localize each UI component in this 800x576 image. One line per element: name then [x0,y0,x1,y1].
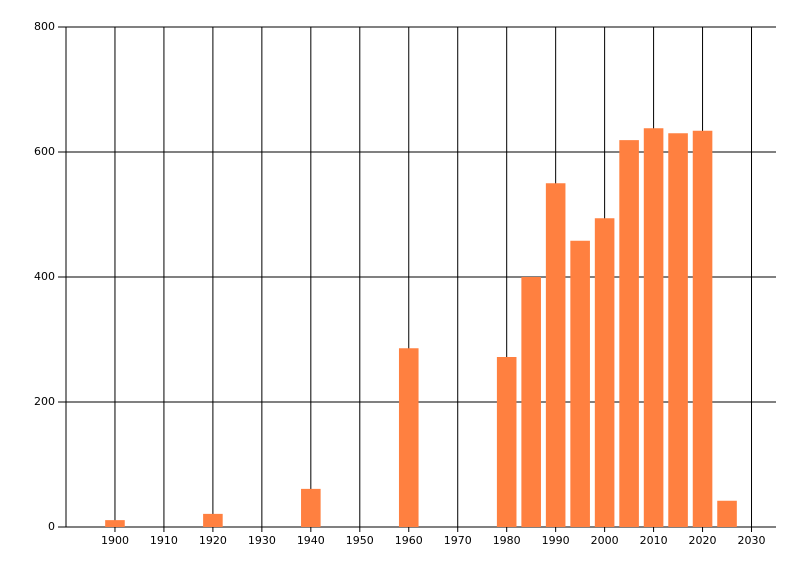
bar [692,130,713,527]
x-tick-label: 2030 [738,534,766,547]
x-tick-label: 1920 [199,534,227,547]
x-tick-label: 2020 [689,534,717,547]
x-tick-label: 1910 [150,534,178,547]
x-tick-label: 1900 [101,534,129,547]
x-tick-label: 1990 [542,534,570,547]
bar [105,520,125,527]
bar [643,128,664,527]
bar [521,277,541,527]
x-tick-label: 1970 [444,534,472,547]
x-tick-label: 1980 [493,534,521,547]
bar [301,488,321,527]
x-tick-label: 2010 [640,534,668,547]
y-tick-label: 200 [34,395,55,408]
bar [594,218,615,527]
x-tick-label: 1930 [248,534,276,547]
bar [570,240,590,527]
y-tick-label: 800 [34,20,55,33]
bar [496,357,517,527]
y-tick-label: 0 [48,520,55,533]
y-tick-label: 600 [34,145,55,158]
x-tick-label: 1960 [395,534,423,547]
bar [398,348,419,527]
bar [203,513,223,527]
x-tick-label: 1950 [346,534,374,547]
bar [619,140,639,527]
x-tick-label: 1940 [297,534,325,547]
y-tick-label: 400 [34,270,55,283]
bar [717,500,737,527]
x-tick-label: 2000 [591,534,619,547]
bar [545,183,566,527]
bar [668,133,688,527]
